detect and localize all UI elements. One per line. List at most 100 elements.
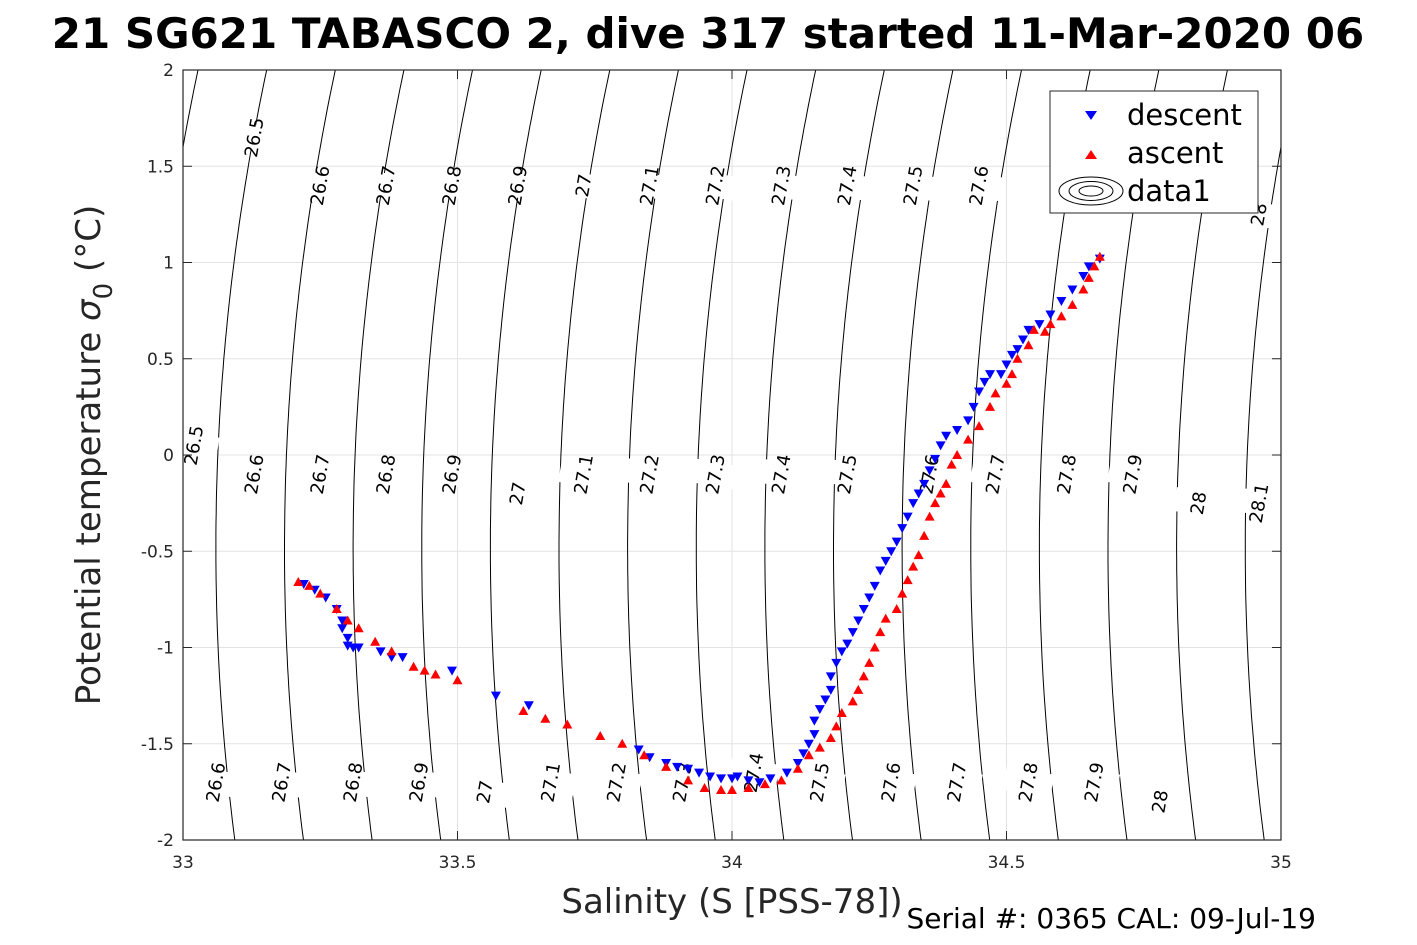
- ascent-point: [408, 661, 419, 671]
- contour-label-bg: [426, 169, 478, 202]
- descent-point: [902, 512, 913, 522]
- y-axis-label-sub: 0: [89, 283, 119, 300]
- contour-label-bg: [1041, 458, 1093, 491]
- contour-label-bg: [969, 458, 1022, 491]
- ascent-point: [941, 478, 952, 488]
- descent-point: [1006, 350, 1017, 360]
- ascent-point: [952, 450, 963, 459]
- ascent-point: [864, 657, 875, 667]
- ascent-point: [419, 665, 430, 675]
- legend-data1-label: data1: [1127, 174, 1211, 208]
- descent-point: [1067, 285, 1078, 295]
- legend-ascent-marker: [1085, 150, 1097, 159]
- descent-point: [792, 759, 803, 768]
- y-tick-label: 2: [163, 61, 174, 81]
- ascent-point: [974, 421, 985, 431]
- descent-point: [754, 778, 765, 788]
- ascent-point: [639, 750, 650, 760]
- descent-point: [891, 537, 902, 547]
- ascent-point: [743, 783, 754, 793]
- descent-point: [809, 730, 820, 740]
- descent-point: [908, 499, 919, 509]
- x-tick-label: 34: [721, 853, 743, 873]
- legend-data1-marker: [1058, 176, 1124, 206]
- ascent-point: [908, 561, 919, 571]
- ascent-point: [370, 636, 381, 646]
- ascent-point: [683, 775, 694, 785]
- contour-label-bg: [228, 121, 281, 154]
- ascent-point: [1056, 311, 1067, 321]
- descent-point: [831, 658, 842, 668]
- descent-point: [765, 774, 776, 784]
- descent-point: [820, 695, 831, 705]
- descent-point: [397, 653, 408, 663]
- descent-point: [1056, 297, 1067, 306]
- isopycnal-line: [352, 70, 405, 840]
- contour-label-bg: [360, 169, 412, 202]
- contour-label-bg: [168, 429, 220, 462]
- descent-point: [842, 639, 853, 649]
- ascent-point: [430, 669, 441, 679]
- ascent-point: [1067, 299, 1078, 309]
- descent-point: [864, 593, 875, 603]
- contour-label-bg: [865, 766, 917, 799]
- contour-label: 27: [572, 172, 597, 198]
- y-tick-label: 1: [163, 254, 174, 274]
- contour-label: 27: [473, 779, 498, 805]
- ascent-point: [776, 775, 787, 785]
- y-tick-label: 0: [163, 446, 174, 466]
- contour-label-bg: [1172, 487, 1225, 520]
- contour-label-bg: [931, 766, 983, 799]
- descent-point: [375, 647, 386, 657]
- ascent-point: [1045, 319, 1056, 329]
- descent-point: [1023, 325, 1034, 335]
- contour-label-bg: [294, 458, 346, 491]
- descent-point: [919, 479, 930, 489]
- descent-point: [913, 489, 924, 499]
- descent-point: [985, 370, 996, 380]
- contour-label: 28: [1148, 788, 1173, 814]
- y-tick-label: -1.5: [141, 735, 174, 755]
- ascent-point: [897, 588, 908, 598]
- contour-label-bg: [525, 766, 577, 799]
- ascent-point: [699, 783, 710, 793]
- contour-label-bg: [558, 458, 610, 491]
- contour-label: 27: [506, 480, 531, 506]
- descent-point: [1078, 271, 1089, 281]
- descent-point: [897, 524, 908, 534]
- descent-point: [781, 768, 792, 778]
- y-tick-label: 1.5: [147, 157, 174, 177]
- ascent-point: [353, 623, 364, 633]
- contour-label-bg: [393, 766, 445, 799]
- descent-point: [683, 764, 694, 774]
- ascent-point: [759, 779, 770, 789]
- axis-ticks: 33 33.5 34 34.5 35 -2 -1.5 -1 -0.5 0 0.5 1 1.5 2: [141, 61, 1292, 873]
- descent-point: [825, 672, 836, 682]
- isopycnal-line: [284, 70, 336, 840]
- ascent-point: [985, 401, 996, 411]
- descent-point: [743, 776, 754, 786]
- x-tick-label: 33.5: [439, 853, 477, 873]
- ascent-point: [875, 627, 886, 637]
- y-axis-label: Potential temperature σ0 (°C): [69, 205, 119, 705]
- ascent-point: [930, 498, 941, 508]
- ascent-point: [836, 707, 847, 717]
- contour-label-bg: [459, 775, 511, 808]
- ascent-point: [727, 784, 737, 794]
- descent-point: [979, 377, 990, 387]
- descent-point: [386, 653, 397, 663]
- descent-point: [974, 387, 985, 397]
- chart-title: 21 SG621 TABASCO 2, dive 317 started 11-…: [52, 9, 1364, 58]
- ascent-point: [661, 761, 672, 771]
- contour-label-bg: [256, 766, 308, 799]
- ascent-point: [1006, 369, 1017, 379]
- ascent-point: [963, 434, 974, 444]
- descent-point: [875, 566, 886, 576]
- contour-label-bg: [1134, 785, 1186, 818]
- ascent-point: [595, 731, 606, 741]
- descent-point: [996, 370, 1007, 380]
- contour-label-bg: [590, 766, 643, 799]
- ascent-point: [825, 732, 836, 742]
- x-tick-label: 33: [172, 853, 194, 873]
